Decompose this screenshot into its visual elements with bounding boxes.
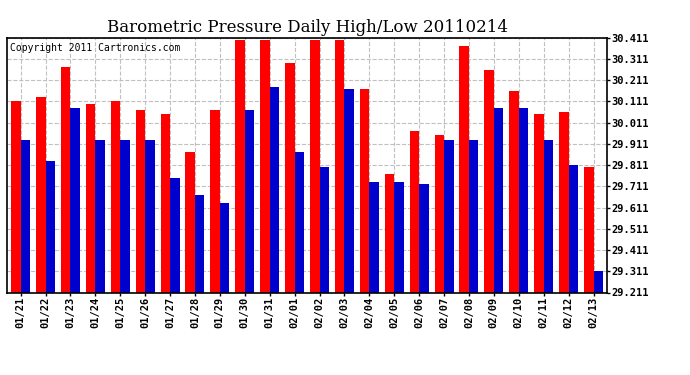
- Bar: [444, 140, 453, 292]
- Bar: [469, 140, 478, 292]
- Bar: [95, 140, 105, 292]
- Bar: [494, 108, 503, 292]
- Text: Copyright 2011 Cartronics.com: Copyright 2011 Cartronics.com: [10, 43, 180, 52]
- Bar: [319, 167, 329, 292]
- Bar: [559, 112, 569, 292]
- Bar: [145, 140, 155, 292]
- Bar: [161, 114, 170, 292]
- Bar: [509, 91, 519, 292]
- Bar: [435, 135, 444, 292]
- Bar: [360, 89, 369, 292]
- Bar: [136, 110, 145, 292]
- Bar: [593, 272, 603, 292]
- Bar: [385, 174, 394, 292]
- Bar: [534, 114, 544, 292]
- Bar: [186, 153, 195, 292]
- Bar: [410, 131, 419, 292]
- Bar: [21, 140, 30, 292]
- Bar: [519, 108, 529, 292]
- Bar: [70, 108, 80, 292]
- Bar: [369, 182, 379, 292]
- Bar: [260, 40, 270, 292]
- Bar: [295, 153, 304, 292]
- Bar: [460, 46, 469, 292]
- Bar: [419, 184, 428, 292]
- Title: Barometric Pressure Daily High/Low 20110214: Barometric Pressure Daily High/Low 20110…: [106, 19, 508, 36]
- Bar: [195, 195, 204, 292]
- Bar: [220, 204, 229, 292]
- Bar: [170, 178, 179, 292]
- Bar: [569, 165, 578, 292]
- Bar: [46, 161, 55, 292]
- Bar: [245, 110, 254, 292]
- Bar: [335, 40, 344, 292]
- Bar: [544, 140, 553, 292]
- Bar: [344, 89, 354, 292]
- Bar: [36, 97, 46, 292]
- Bar: [310, 40, 319, 292]
- Bar: [11, 102, 21, 292]
- Bar: [210, 110, 220, 292]
- Bar: [285, 63, 295, 292]
- Bar: [394, 182, 404, 292]
- Bar: [584, 167, 593, 292]
- Bar: [111, 102, 120, 292]
- Bar: [235, 40, 245, 292]
- Bar: [61, 68, 70, 292]
- Bar: [270, 87, 279, 292]
- Bar: [120, 140, 130, 292]
- Bar: [86, 104, 95, 292]
- Bar: [484, 70, 494, 292]
